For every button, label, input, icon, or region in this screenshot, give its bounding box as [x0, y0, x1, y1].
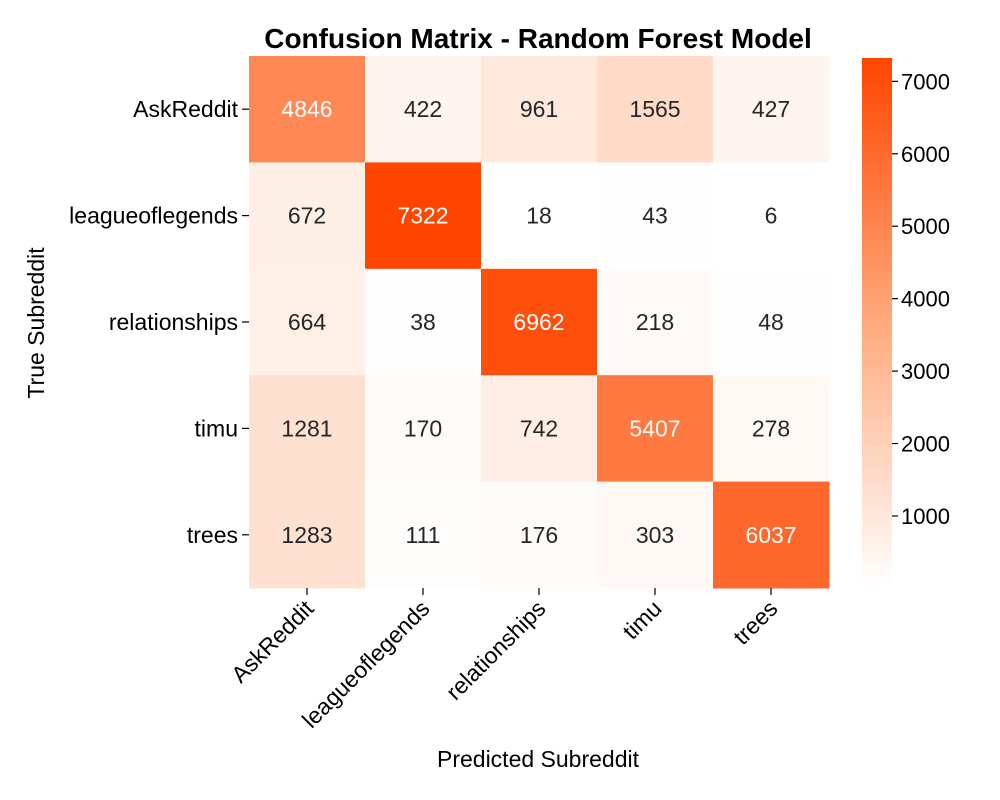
cell-value-label: 218: [636, 309, 674, 335]
heatmap-cell: [713, 268, 830, 376]
y-tick-label: AskReddit: [133, 96, 238, 122]
cell-value-label: 7322: [397, 203, 448, 229]
heatmap-cell: [365, 375, 482, 483]
heatmap-cell: [597, 56, 714, 163]
cell-value-label: 6962: [513, 309, 564, 335]
cell-value-label: 742: [520, 415, 558, 441]
cell-value-label: 6037: [745, 522, 796, 548]
heatmap-cell: [713, 162, 830, 270]
cell-value-label: 176: [520, 522, 558, 548]
colorbar-tick-label: 6000: [901, 142, 950, 167]
heatmap-cell: [365, 481, 482, 589]
heatmap-cell: [481, 268, 598, 376]
cell-value-label: 1565: [629, 96, 680, 122]
x-tick-label: leagueoflegends: [297, 595, 435, 733]
heatmap-cell: [597, 162, 714, 270]
heatmap-cell: [365, 162, 482, 270]
colorbar-tick-label: 5000: [901, 214, 950, 239]
heatmap-cell: [481, 375, 598, 483]
heatmap-cell: [249, 375, 366, 483]
heatmap-cell: [249, 268, 366, 376]
heatmap-cell: [481, 481, 598, 589]
cell-value-label: 961: [520, 96, 558, 122]
colorbar-tick-label: 1000: [901, 504, 950, 529]
cell-value-label: 422: [404, 96, 442, 122]
heatmap-cell: [597, 268, 714, 376]
x-axis-label: Predicted Subreddit: [437, 746, 640, 772]
heatmap-cell: [597, 375, 714, 483]
y-axis-label: True Subreddit: [23, 247, 49, 399]
heatmap-cell: [365, 268, 482, 376]
cell-value-label: 672: [288, 203, 326, 229]
y-tick-label: relationships: [109, 309, 238, 335]
cell-value-label: 170: [404, 415, 442, 441]
heatmap-cell: [713, 481, 830, 589]
cell-value-label: 427: [752, 96, 790, 122]
cell-value-label: 303: [636, 522, 674, 548]
x-tick-label: timu: [617, 595, 666, 644]
heatmap-cell: [713, 375, 830, 483]
cell-value-label: 38: [410, 309, 436, 335]
cell-value-label: 43: [642, 203, 668, 229]
heatmap-cell: [249, 56, 366, 163]
cell-value-label: 5407: [629, 415, 680, 441]
y-tick-label: leagueoflegends: [69, 203, 238, 229]
heatmap-cells: [249, 56, 830, 589]
y-tick-label: timu: [195, 415, 238, 441]
chart-title: Confusion Matrix - Random Forest Model: [264, 23, 812, 54]
heatmap-cell: [365, 56, 482, 163]
x-tick-label: AskReddit: [226, 595, 319, 688]
colorbar-tick-label: 2000: [901, 432, 950, 457]
heatmap-cell: [481, 162, 598, 270]
heatmap-cell: [249, 162, 366, 270]
colorbar-ticks: 1000 2000 3000 4000 5000 6000 7000: [892, 69, 950, 529]
heatmap-cell: [597, 481, 714, 589]
y-tick-label: trees: [187, 522, 238, 548]
heatmap-cell: [249, 481, 366, 589]
colorbar-tick-label: 7000: [901, 69, 950, 94]
cell-value-label: 1283: [281, 522, 332, 548]
heatmap-cell-labels: 4846 422 961 1565 427 672 7322 18 43 6 664 38 6962 21…: [281, 96, 796, 548]
cell-value-label: 4846: [281, 96, 332, 122]
heatmap-cell: [713, 56, 830, 163]
cell-value-label: 1281: [281, 415, 332, 441]
x-tick-label: relationships: [441, 595, 551, 705]
heatmap-cell: [481, 56, 598, 163]
y-axis-ticks: AskReddit leagueoflegends relationships tim…: [69, 96, 249, 548]
cell-value-label: 6: [765, 203, 778, 229]
cell-value-label: 48: [758, 309, 784, 335]
colorbar-tick-label: 4000: [901, 287, 950, 312]
x-tick-label: trees: [728, 595, 783, 650]
colorbar-tick-label: 3000: [901, 359, 950, 384]
cell-value-label: 18: [526, 203, 552, 229]
colorbar: [862, 58, 892, 588]
cell-value-label: 664: [288, 309, 327, 335]
cell-value-label: 111: [406, 522, 441, 548]
cell-value-label: 278: [752, 415, 790, 441]
